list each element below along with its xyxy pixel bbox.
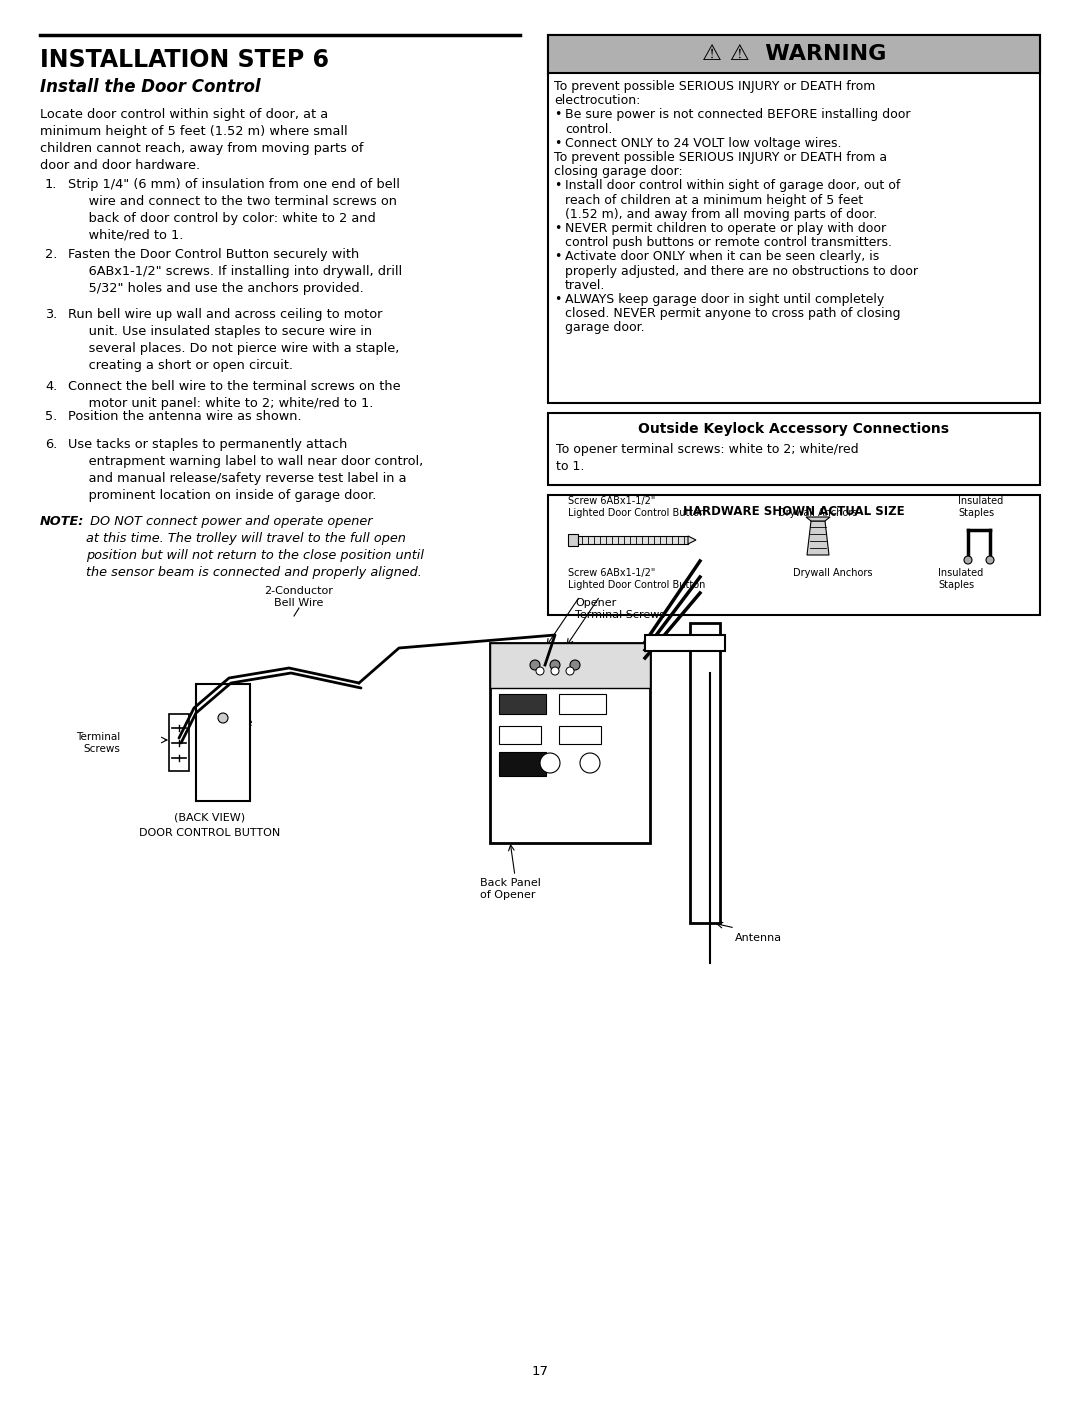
Text: properly adjusted, and there are no obstructions to door: properly adjusted, and there are no obst… (565, 265, 918, 278)
Text: Antenna: Antenna (735, 933, 782, 943)
Text: Drywall Anchors: Drywall Anchors (779, 508, 858, 518)
Text: Use tacks or staples to permanently attach
     entrapment warning label to wall: Use tacks or staples to permanently atta… (68, 438, 423, 502)
Circle shape (536, 666, 544, 675)
FancyBboxPatch shape (548, 495, 1040, 615)
Text: Run bell wire up wall and across ceiling to motor
     unit. Use insulated stapl: Run bell wire up wall and across ceiling… (68, 309, 400, 372)
Text: Be sure power is not connected BEFORE installing door: Be sure power is not connected BEFORE in… (565, 108, 910, 122)
Text: DOOR CONTROL BUTTON: DOOR CONTROL BUTTON (139, 828, 281, 838)
Text: INSTALLATION STEP 6: INSTALLATION STEP 6 (40, 48, 329, 72)
Text: Fasten the Door Control Button securely with
     6ABx1-1/2" screws. If installi: Fasten the Door Control Button securely … (68, 248, 402, 295)
FancyBboxPatch shape (548, 35, 1040, 403)
Text: Insulated
Staples: Insulated Staples (958, 495, 1003, 518)
Text: NEVER permit children to operate or play with door: NEVER permit children to operate or play… (565, 222, 886, 234)
Text: •: • (554, 250, 562, 264)
Text: •: • (554, 222, 562, 234)
Text: Locate door control within sight of door, at a
minimum height of 5 feet (1.52 m): Locate door control within sight of door… (40, 108, 364, 173)
Text: HARDWARE SHOWN ACTUAL SIZE: HARDWARE SHOWN ACTUAL SIZE (684, 505, 905, 518)
Text: DO NOT connect power and operate opener
at this time. The trolley will travel to: DO NOT connect power and operate opener … (86, 515, 424, 579)
Text: closing garage door:: closing garage door: (554, 166, 683, 178)
Circle shape (964, 556, 972, 564)
Text: (1.52 m), and away from all moving parts of door.: (1.52 m), and away from all moving parts… (565, 208, 877, 220)
Circle shape (550, 659, 561, 671)
Text: Outside Keylock Accessory Connections: Outside Keylock Accessory Connections (638, 422, 949, 436)
Text: control.: control. (565, 122, 612, 136)
Text: NOTE:: NOTE: (40, 515, 84, 528)
FancyBboxPatch shape (690, 623, 720, 923)
FancyBboxPatch shape (559, 694, 606, 714)
Text: Strip 1/4" (6 mm) of insulation from one end of bell
     wire and connect to th: Strip 1/4" (6 mm) of insulation from one… (68, 178, 400, 241)
Text: Screw 6ABx1-1/2"
Lighted Door Control Button: Screw 6ABx1-1/2" Lighted Door Control Bu… (568, 495, 705, 518)
Text: travel.: travel. (565, 279, 606, 292)
Text: To opener terminal screws: white to 2; white/red
to 1.: To opener terminal screws: white to 2; w… (556, 443, 859, 473)
Polygon shape (688, 536, 696, 544)
Polygon shape (568, 535, 578, 546)
Polygon shape (578, 536, 688, 544)
Text: Install door control within sight of garage door, out of: Install door control within sight of gar… (565, 180, 901, 192)
FancyBboxPatch shape (548, 35, 1040, 73)
FancyBboxPatch shape (195, 685, 249, 801)
Circle shape (986, 556, 994, 564)
Polygon shape (806, 516, 831, 521)
Text: Insulated
Staples: Insulated Staples (939, 568, 983, 591)
Text: garage door.: garage door. (565, 321, 645, 334)
Text: ⚠ ⚠  WARNING: ⚠ ⚠ WARNING (702, 43, 887, 65)
Text: Opener
Terminal Screws: Opener Terminal Screws (575, 598, 665, 620)
Text: Screw 6ABx1-1/2"
Lighted Door Control Button: Screw 6ABx1-1/2" Lighted Door Control Bu… (568, 568, 705, 591)
Text: Position the antenna wire as shown.: Position the antenna wire as shown. (68, 410, 301, 422)
Text: 17: 17 (531, 1365, 549, 1378)
FancyBboxPatch shape (490, 643, 650, 843)
Text: •: • (554, 293, 562, 306)
Circle shape (530, 659, 540, 671)
Text: 3.: 3. (45, 309, 57, 321)
Circle shape (570, 659, 580, 671)
Text: 2-Conductor
Bell Wire: 2-Conductor Bell Wire (265, 585, 334, 607)
Circle shape (551, 666, 559, 675)
FancyBboxPatch shape (645, 636, 725, 651)
Text: Bell
Wire: Bell Wire (230, 706, 254, 728)
Text: control push buttons or remote control transmitters.: control push buttons or remote control t… (565, 236, 892, 250)
Text: reach of children at a minimum height of 5 feet: reach of children at a minimum height of… (565, 194, 863, 206)
Text: •: • (554, 108, 562, 122)
Text: (BACK VIEW): (BACK VIEW) (175, 812, 245, 822)
FancyBboxPatch shape (168, 714, 189, 772)
FancyBboxPatch shape (548, 412, 1040, 485)
Text: ALWAYS keep garage door in sight until completely: ALWAYS keep garage door in sight until c… (565, 293, 885, 306)
Text: closed. NEVER permit anyone to cross path of closing: closed. NEVER permit anyone to cross pat… (565, 307, 901, 320)
Text: Terminal
Screws: Terminal Screws (76, 732, 120, 755)
Text: 4.: 4. (45, 380, 57, 393)
Text: 6.: 6. (45, 438, 57, 450)
Polygon shape (807, 521, 829, 556)
Text: To prevent possible SERIOUS INJURY or DEATH from a: To prevent possible SERIOUS INJURY or DE… (554, 152, 887, 164)
Text: To prevent possible SERIOUS INJURY or DEATH from: To prevent possible SERIOUS INJURY or DE… (554, 80, 876, 93)
Text: Drywall Anchors: Drywall Anchors (793, 568, 873, 578)
Text: Activate door ONLY when it can be seen clearly, is: Activate door ONLY when it can be seen c… (565, 250, 879, 264)
FancyBboxPatch shape (499, 752, 546, 776)
Text: Connect ONLY to 24 VOLT low voltage wires.: Connect ONLY to 24 VOLT low voltage wire… (565, 137, 841, 150)
FancyBboxPatch shape (559, 725, 600, 744)
Text: •: • (554, 180, 562, 192)
FancyBboxPatch shape (490, 643, 650, 687)
Circle shape (218, 713, 228, 723)
Text: Back Panel
of Opener: Back Panel of Opener (480, 878, 541, 901)
Text: 5.: 5. (45, 410, 57, 422)
Text: 2.: 2. (45, 248, 57, 261)
Text: electrocution:: electrocution: (554, 94, 640, 107)
Circle shape (566, 666, 573, 675)
Text: Connect the bell wire to the terminal screws on the
     motor unit panel: white: Connect the bell wire to the terminal sc… (68, 380, 401, 410)
Circle shape (540, 753, 561, 773)
FancyBboxPatch shape (499, 694, 546, 714)
FancyBboxPatch shape (499, 725, 541, 744)
Circle shape (580, 753, 600, 773)
Text: •: • (554, 137, 562, 150)
Text: 1.: 1. (45, 178, 57, 191)
Text: Install the Door Control: Install the Door Control (40, 79, 260, 95)
